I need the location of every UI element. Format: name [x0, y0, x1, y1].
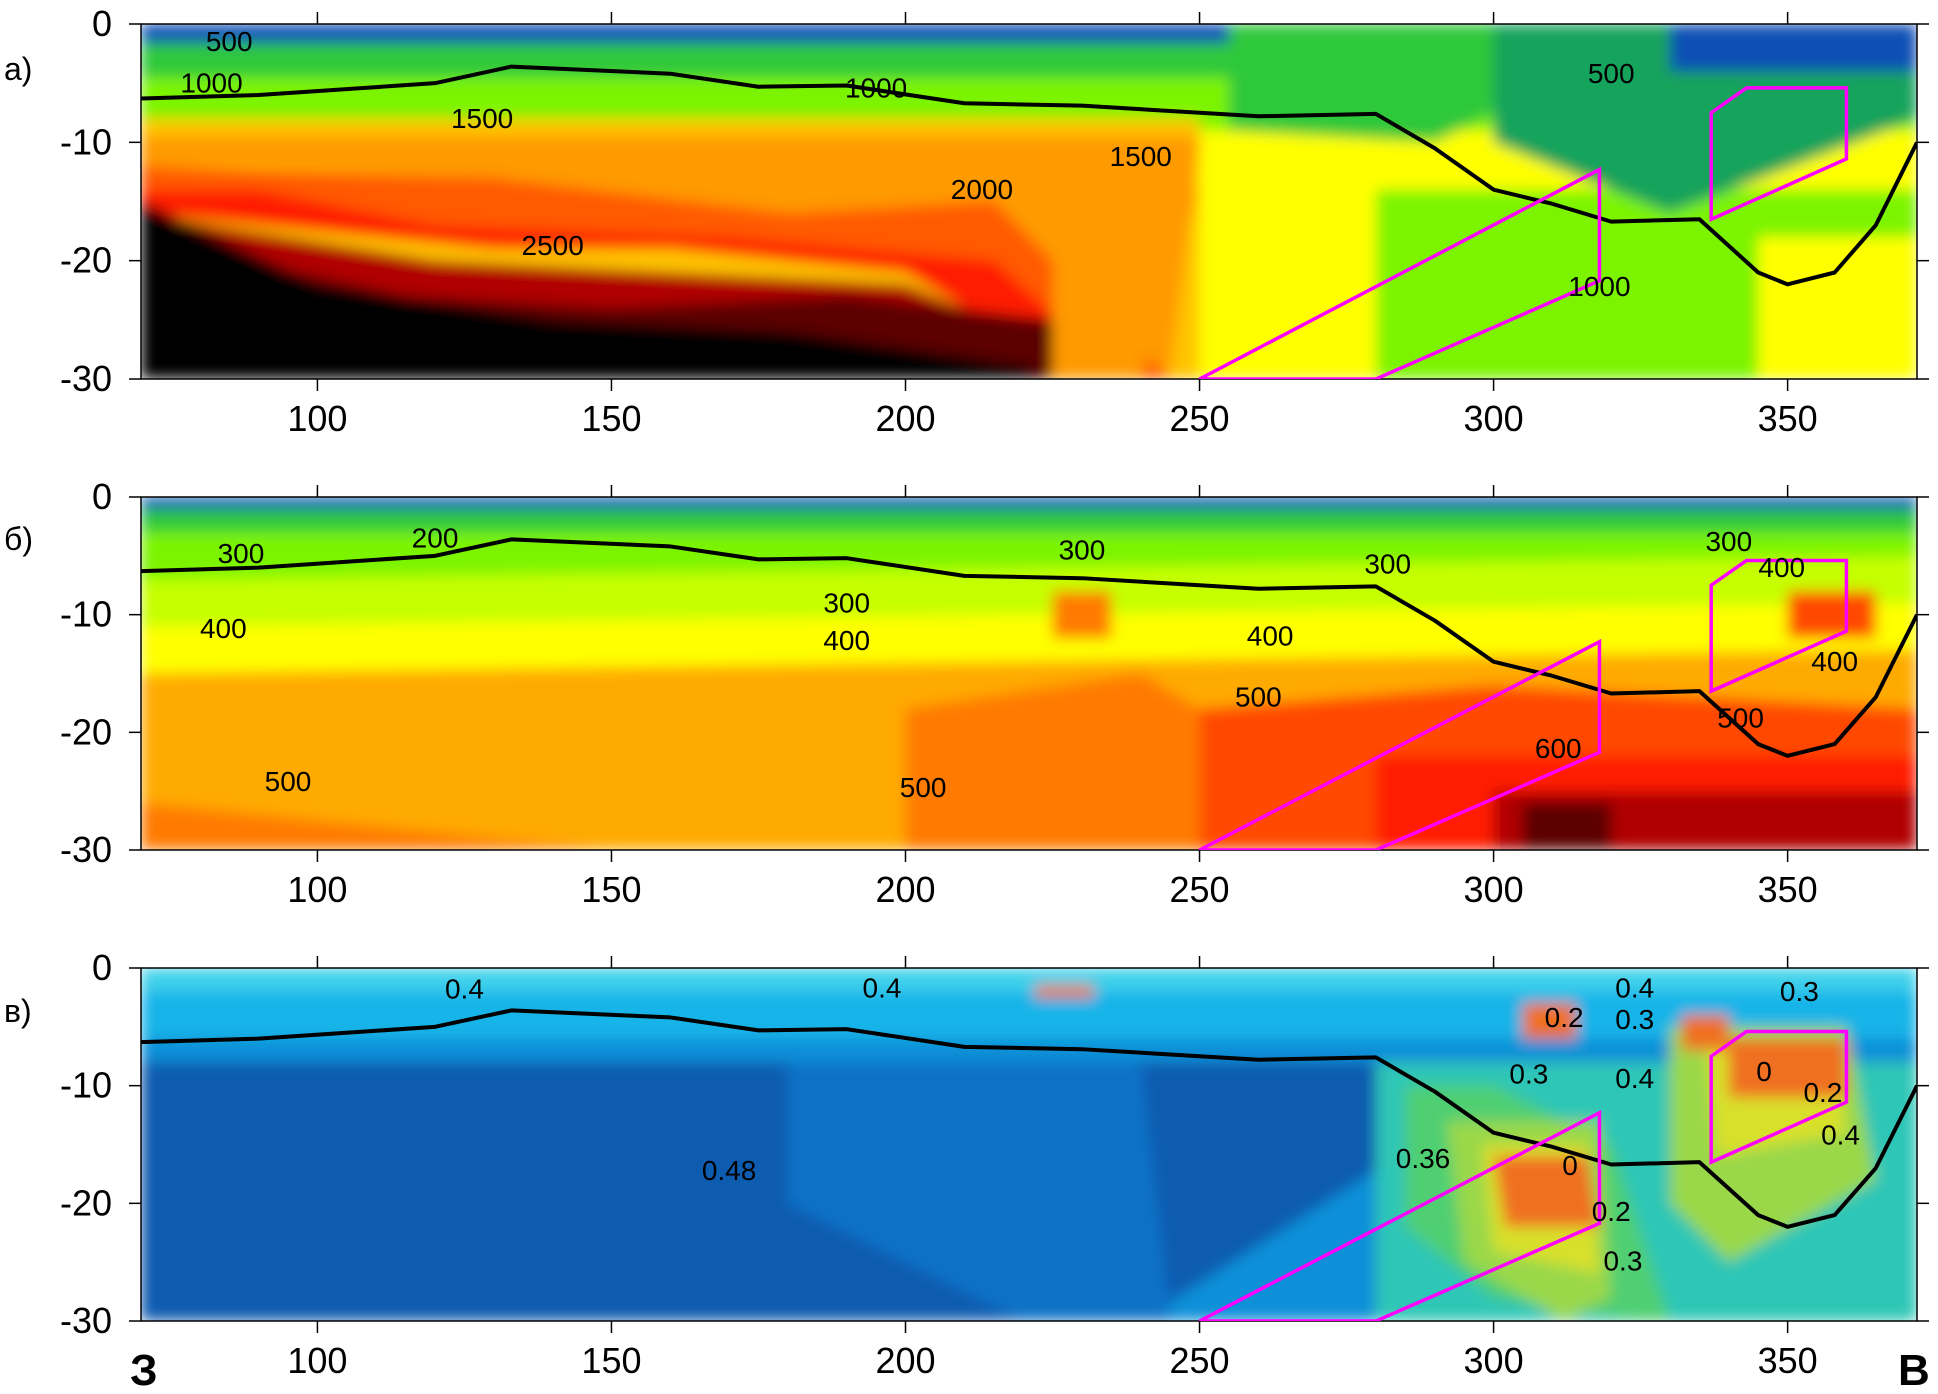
- contour-label: 0.4: [1615, 1063, 1654, 1094]
- x-tick-label: 100: [287, 1340, 347, 1381]
- contour-label: 300: [823, 587, 870, 618]
- x-tick-label: 150: [581, 398, 641, 439]
- panel-label: б): [4, 521, 33, 557]
- contour-label: 500: [1235, 681, 1282, 712]
- x-tick-label: 300: [1464, 869, 1524, 910]
- contour-label: 300: [1705, 526, 1752, 557]
- contour-label: 0.3: [1603, 1245, 1642, 1276]
- contour-label: 1500: [1110, 141, 1172, 172]
- contour-label: 500: [1717, 703, 1764, 734]
- target-zone-outline-2: [1709, 86, 1849, 222]
- contour-label: 300: [1059, 534, 1106, 565]
- color-field: [141, 24, 1917, 379]
- panel-label: в): [4, 993, 32, 1029]
- contour-label: 2000: [951, 174, 1013, 205]
- contour-label: 300: [218, 538, 265, 569]
- contour-label: 0.2: [1545, 1002, 1584, 1033]
- contour-label: 1000: [1568, 271, 1630, 302]
- contour-label: 0.4: [1615, 972, 1654, 1003]
- x-tick-label: 200: [875, 869, 935, 910]
- x-tick-label: 300: [1464, 1340, 1524, 1381]
- plot-frame: [140, 23, 1918, 380]
- boundary-line: [141, 1008, 1917, 1229]
- contour-label: 0.3: [1615, 1004, 1654, 1035]
- y-tick-label: -20: [60, 1182, 112, 1223]
- contour-label: 1000: [180, 68, 242, 99]
- x-tick-label: 300: [1464, 398, 1524, 439]
- direction-label-east: В: [1898, 1346, 1930, 1394]
- target-zone-outline-1: [1198, 638, 1602, 850]
- contour-label: 1000: [845, 72, 907, 103]
- contour-label: 0.4: [445, 974, 484, 1005]
- x-tick-label: 150: [581, 1340, 641, 1381]
- x-tick-label: 250: [1170, 869, 1230, 910]
- contour-label: 0: [1562, 1150, 1578, 1181]
- contour-label: 0.4: [1821, 1120, 1860, 1151]
- contour-label: 0.4: [863, 972, 902, 1003]
- contour-label: 400: [823, 625, 870, 656]
- contour-label: 1500: [451, 103, 513, 134]
- contour-label: 0.48: [702, 1155, 757, 1186]
- target-zone-outline-1: [1198, 166, 1602, 379]
- y-tick-label: -20: [60, 711, 112, 752]
- y-tick-label: 0: [92, 3, 112, 44]
- y-tick-label: -10: [60, 1065, 112, 1106]
- panel-1: 100 150 200 250 300 350 0 -10 -20 -30 а) 500 1000 150…: [4, 3, 1929, 439]
- contour-label: 400: [1247, 620, 1294, 651]
- contour-label: 500: [1588, 58, 1635, 89]
- x-tick-label: 200: [875, 398, 935, 439]
- color-field: [141, 497, 1917, 850]
- contour-label: 400: [200, 613, 247, 644]
- contour-label: 2500: [522, 230, 584, 261]
- x-tick-label: 250: [1170, 1340, 1230, 1381]
- contour-label: 0.36: [1396, 1143, 1451, 1174]
- contour-label: 0.3: [1780, 976, 1819, 1007]
- x-tick-label: 200: [875, 1340, 935, 1381]
- x-tick-label: 100: [287, 869, 347, 910]
- contour-label: 0: [1756, 1056, 1772, 1087]
- contour-label: 500: [265, 766, 312, 797]
- panel-2: 100 150 200 250 300 350 0 -10 -20 -30 б) 300 200 400 5…: [4, 476, 1929, 910]
- contour-label: 600: [1535, 733, 1582, 764]
- y-tick-label: -10: [60, 121, 112, 162]
- y-tick-label: -30: [60, 358, 112, 399]
- contour-label: 0.2: [1803, 1077, 1842, 1108]
- panel-3: 100 150 200 250 300 350 0 -10 -20 -30 в) 0.4 0.4 0.48…: [4, 947, 1929, 1381]
- contour-label: 0.2: [1592, 1196, 1631, 1227]
- plot-frame: [140, 967, 1918, 1322]
- target-zone-outline-2: [1709, 558, 1849, 694]
- target-zone-outline-2: [1709, 1029, 1849, 1165]
- x-tick-label: 100: [287, 398, 347, 439]
- x-tick-label: 350: [1758, 398, 1818, 439]
- y-tick-label: 0: [92, 476, 112, 517]
- y-tick-label: -30: [60, 829, 112, 870]
- contour-label: 500: [900, 772, 947, 803]
- y-tick-label: -30: [60, 1300, 112, 1341]
- y-tick-label: 0: [92, 947, 112, 988]
- direction-label-west: З: [130, 1346, 158, 1394]
- y-tick-label: -20: [60, 240, 112, 281]
- contour-label: 200: [412, 523, 459, 554]
- x-tick-label: 250: [1170, 398, 1230, 439]
- boundary-line: [141, 537, 1917, 758]
- color-field: [141, 968, 1917, 1321]
- contour-label: 400: [1758, 552, 1805, 583]
- x-tick-label: 150: [581, 869, 641, 910]
- y-tick-label: -10: [60, 594, 112, 635]
- target-zone-outline-1: [1198, 1109, 1602, 1321]
- panel-label: а): [4, 51, 32, 87]
- contour-label: 500: [206, 26, 253, 57]
- boundary-line: [141, 64, 1917, 287]
- x-tick-label: 350: [1758, 1340, 1818, 1381]
- contour-label: 400: [1811, 646, 1858, 677]
- contour-label: 0.3: [1509, 1058, 1548, 1089]
- contour-label: 300: [1364, 548, 1411, 579]
- plot-frame: [140, 496, 1918, 851]
- x-tick-label: 350: [1758, 869, 1818, 910]
